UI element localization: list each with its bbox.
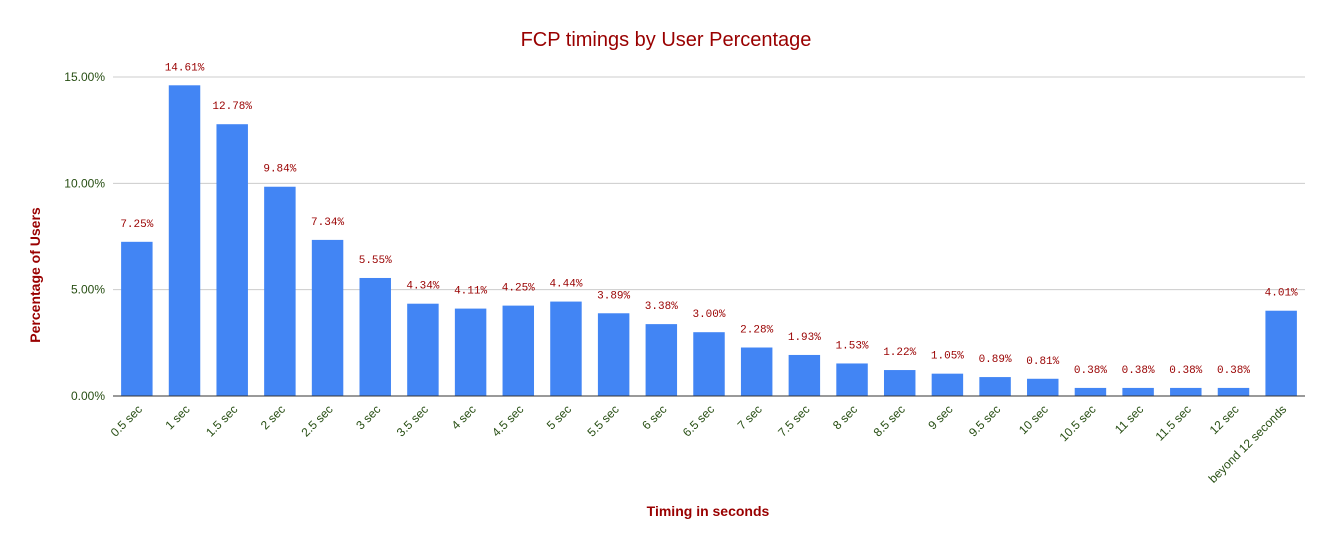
x-tick-label: 5 sec — [544, 402, 574, 432]
bar — [836, 363, 868, 396]
data-label: 7.34% — [311, 217, 344, 229]
gridlines — [113, 76, 1305, 291]
data-label: 0.81% — [1026, 356, 1059, 368]
chart-title: FCP timings by User Percentage — [521, 29, 812, 51]
bar — [693, 332, 725, 396]
bar — [121, 241, 153, 396]
bar — [168, 85, 201, 396]
x-tick-label: 1.5 sec — [203, 402, 240, 439]
bar — [216, 124, 248, 396]
x-tick-label: 7.5 sec — [775, 402, 812, 439]
bar — [311, 239, 344, 396]
y-axis-ticks: 0.00% 5.00% 10.00% 15.00% — [64, 70, 105, 403]
bar — [740, 347, 773, 396]
y-tick-label: 15.00% — [64, 70, 105, 84]
data-label: 14.61% — [165, 62, 205, 74]
data-label: 1.05% — [931, 351, 964, 363]
bar — [597, 313, 630, 396]
data-label: 4.34% — [406, 281, 439, 293]
x-tick-label: 6 sec — [639, 402, 669, 432]
y-tick-label: 10.00% — [64, 176, 105, 190]
data-label: 0.89% — [979, 354, 1012, 366]
x-tick-label: 0.5 sec — [108, 402, 145, 439]
x-tick-label: 9.5 sec — [966, 402, 1003, 439]
bar — [264, 186, 296, 396]
x-tick-label: 11 sec — [1112, 402, 1146, 436]
data-label: 0.38% — [1074, 365, 1107, 377]
bar — [550, 301, 582, 396]
x-axis-ticks: 0.5 sec 1 sec 1.5 sec 2 sec 2.5 sec 3 sec 3.5 … — [108, 402, 1290, 486]
data-label: 9.84% — [263, 164, 296, 176]
x-tick-label: 8.5 sec — [871, 402, 908, 439]
bar — [1170, 387, 1202, 396]
x-tick-label: 3 sec — [353, 402, 383, 432]
x-tick-label: 7 sec — [735, 402, 765, 432]
data-label: 1.93% — [788, 332, 821, 344]
bar — [1074, 387, 1107, 396]
bar — [931, 373, 964, 396]
data-label: 1.22% — [883, 347, 916, 359]
data-label: 4.25% — [502, 283, 535, 295]
x-tick-label: 5.5 sec — [584, 402, 621, 439]
x-tick-label: 3.5 sec — [394, 402, 431, 439]
x-tick-label: 10 sec — [1016, 402, 1051, 437]
x-tick-label: 8 sec — [830, 402, 860, 432]
x-tick-label: 4.5 sec — [489, 402, 526, 439]
x-tick-label: 2 sec — [258, 402, 288, 432]
data-label: 3.38% — [645, 301, 678, 313]
data-label: 0.38% — [1122, 365, 1155, 377]
data-labels: 7.25% 14.61% 12.78% 9.84% 7.34% 5.55% 4.34% 4.1… — [120, 62, 1298, 377]
x-tick-label: 1 sec — [162, 402, 192, 432]
bar — [788, 354, 821, 396]
x-tick-label: 10.5 sec — [1057, 402, 1099, 444]
bar — [502, 305, 535, 396]
bar — [1265, 310, 1297, 396]
bar — [454, 308, 487, 396]
data-label: 4.44% — [549, 279, 582, 291]
data-label: 0.38% — [1217, 365, 1250, 377]
bar — [883, 370, 916, 396]
x-tick-label: 6.5 sec — [680, 402, 717, 439]
x-tick-label: 9 sec — [925, 402, 955, 432]
data-label: 2.28% — [740, 325, 773, 337]
x-tick-label: 11.5 sec — [1153, 402, 1194, 443]
data-label: 7.25% — [120, 219, 153, 231]
data-label: 3.89% — [597, 290, 630, 302]
data-label: 4.01% — [1265, 288, 1298, 300]
bar — [1027, 378, 1059, 396]
y-tick-label: 5.00% — [71, 283, 105, 297]
data-label: 3.00% — [692, 309, 725, 321]
bar — [979, 377, 1011, 396]
bar — [407, 303, 439, 396]
y-axis-title: Percentage of Users — [27, 207, 43, 343]
data-label: 5.55% — [359, 255, 392, 267]
data-label: 4.11% — [454, 286, 487, 298]
data-label: 1.53% — [836, 340, 869, 352]
data-label: 0.38% — [1169, 365, 1202, 377]
x-tick-label: 4 sec — [449, 402, 479, 432]
bar — [1217, 387, 1250, 396]
x-tick-label: 12 sec — [1207, 402, 1242, 437]
bar — [645, 324, 678, 396]
bar — [1122, 387, 1154, 396]
bar — [359, 277, 391, 396]
x-tick-label: 2.5 sec — [298, 402, 335, 439]
y-tick-label: 0.00% — [71, 389, 105, 403]
data-label: 12.78% — [212, 101, 252, 113]
bars — [121, 85, 1297, 396]
x-axis-title: Timing in seconds — [647, 503, 770, 519]
